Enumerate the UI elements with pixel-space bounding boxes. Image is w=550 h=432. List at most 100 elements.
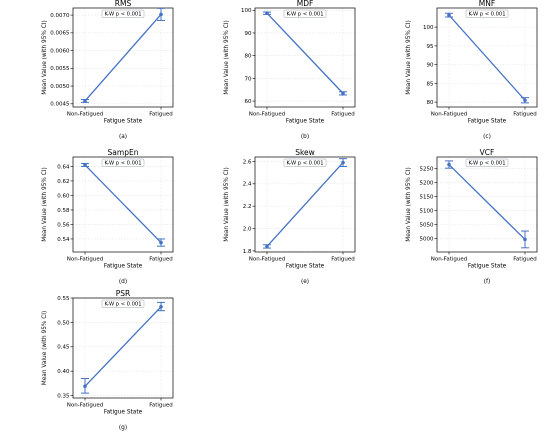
x-tick-label: Fatigued — [513, 112, 537, 118]
y-tick-label: 0.0060 — [50, 48, 70, 54]
y-tick-label: 5150 — [420, 195, 434, 201]
y-tick-label: 5000 — [420, 236, 434, 242]
panel-caption: (d) — [119, 279, 127, 285]
panel-caption: (e) — [301, 279, 309, 285]
y-axis-label: Mean Value (with 95% CI) — [406, 20, 412, 95]
x-tick-label: Fatigued — [149, 112, 173, 118]
x-tick-label: Non-Fatigued — [431, 257, 468, 263]
y-tick-label: 0.0070 — [50, 13, 70, 19]
mean-point — [83, 384, 87, 389]
mean-line — [266, 162, 344, 247]
x-axis-label: Fatigue State — [286, 264, 325, 270]
mean-point — [159, 12, 163, 17]
chart-panel-5: 1.8 2.0 2.2 2.4 2.6 Non-Fatigued Fatigued K-W p… — [224, 148, 356, 285]
y-tick-label: 0.54 — [57, 237, 70, 243]
y-axis-label: Mean Value (with 95% CI) — [224, 167, 230, 242]
chart-title: Skew — [295, 148, 315, 157]
y-tick-label: 0.60 — [57, 193, 70, 199]
kw-badge — [465, 9, 509, 18]
chart-title: SampEn — [108, 148, 139, 157]
y-axis-label: Mean Value (with 95% CI) — [42, 311, 48, 386]
kw-badge — [283, 9, 327, 18]
y-tick-label: 0.50 — [57, 320, 70, 326]
chart-title: MDF — [297, 0, 314, 8]
panel-caption: (g) — [119, 425, 127, 431]
y-tick-label: 5250 — [420, 167, 434, 173]
y-axis-label: Mean Value (with 95% CI) — [42, 167, 48, 242]
x-axis-label: Fatigue State — [286, 119, 325, 125]
y-tick-label: 0.64 — [57, 164, 70, 170]
y-tick-label: 2.0 — [243, 226, 252, 232]
mean-line — [448, 164, 526, 240]
kw-badge — [101, 158, 145, 167]
y-tick-label: 2.2 — [243, 204, 252, 210]
kw-badge-text: K-W p < 0.001 — [286, 12, 323, 18]
chart-title: RMS — [115, 0, 132, 8]
mean-point — [447, 162, 451, 167]
mean-point — [523, 98, 527, 103]
chart-title: VCF — [480, 148, 495, 157]
y-tick-label: 100 — [423, 25, 434, 31]
plot-frame — [72, 7, 174, 108]
y-tick-label: 0.0045 — [50, 102, 70, 108]
y-tick-label: 0.0055 — [50, 66, 70, 72]
x-axis-label: Fatigue State — [104, 410, 143, 416]
x-tick-label: Fatigued — [149, 257, 173, 263]
y-tick-label: 0.62 — [57, 179, 69, 185]
mean-line — [448, 14, 526, 101]
y-tick-label: 90 — [427, 63, 434, 69]
kw-badge — [101, 299, 145, 308]
y-tick-label: 85 — [427, 81, 434, 87]
x-tick-label: Fatigued — [331, 257, 355, 263]
x-tick-label: Non-Fatigued — [67, 403, 104, 409]
mean-point — [159, 240, 163, 245]
mean-point — [341, 160, 345, 165]
x-tick-label: Fatigued — [149, 403, 173, 409]
y-tick-label: 0.0065 — [50, 31, 70, 37]
chart-panel-1: 0.0045 0.0050 0.0055 0.0060 0.0065 0.0070 Non-… — [42, 0, 174, 140]
x-tick-label: Non-Fatigued — [67, 257, 104, 263]
y-tick-label: 0.56 — [57, 222, 70, 228]
chart-panel-7: 0.35 0.40 0.45 0.50 0.55 Non-Fatigued Fatigued… — [42, 289, 174, 431]
y-tick-label: 70 — [245, 76, 252, 82]
x-axis-label: Fatigue State — [104, 119, 143, 125]
y-tick-label: 0.0050 — [50, 84, 70, 90]
x-tick-label: Non-Fatigued — [249, 257, 286, 263]
x-tick-label: Non-Fatigued — [249, 112, 286, 118]
y-tick-label: 80 — [245, 54, 252, 60]
y-tick-label: 0.55 — [57, 296, 70, 302]
x-axis-label: Fatigue State — [468, 264, 507, 270]
y-tick-label: 2.6 — [243, 159, 252, 165]
y-axis-label: Mean Value (with 95% CI) — [406, 167, 412, 242]
kw-badge — [465, 158, 509, 167]
y-tick-label: 5100 — [420, 209, 434, 215]
panel-caption: (a) — [119, 134, 127, 140]
x-axis-label: Fatigue State — [104, 264, 143, 270]
kw-badge — [101, 9, 145, 18]
x-tick-label: Fatigued — [331, 112, 355, 118]
plot-frame — [72, 297, 174, 399]
chart-panel-2: 60 70 80 90 100 Non-Fatigued Fatigued K-W p < 0… — [224, 0, 356, 140]
x-tick-label: Fatigued — [513, 257, 537, 263]
kw-badge-text: K-W p < 0.001 — [286, 161, 323, 167]
kw-badge — [283, 158, 327, 167]
panel-caption: (f) — [484, 279, 491, 285]
y-tick-label: 0.45 — [57, 345, 70, 351]
y-tick-label: 90 — [245, 31, 252, 37]
plot-frame — [436, 156, 538, 253]
mean-line — [84, 164, 162, 244]
kw-badge-text: K-W p < 0.001 — [104, 302, 141, 308]
panel-caption: (b) — [301, 134, 309, 140]
x-tick-label: Non-Fatigued — [67, 112, 104, 118]
y-axis-label: Mean Value (with 95% CI) — [42, 20, 48, 95]
plot-frame — [72, 156, 174, 253]
kw-badge-text: K-W p < 0.001 — [468, 161, 505, 167]
chart-panel-3: 80 85 90 95 100 Non-Fatigued Fatigued K-W p < 0… — [406, 0, 538, 140]
plot-frame — [436, 7, 538, 108]
mean-line — [84, 13, 162, 102]
mean-point — [159, 304, 163, 309]
mean-point — [523, 237, 527, 242]
